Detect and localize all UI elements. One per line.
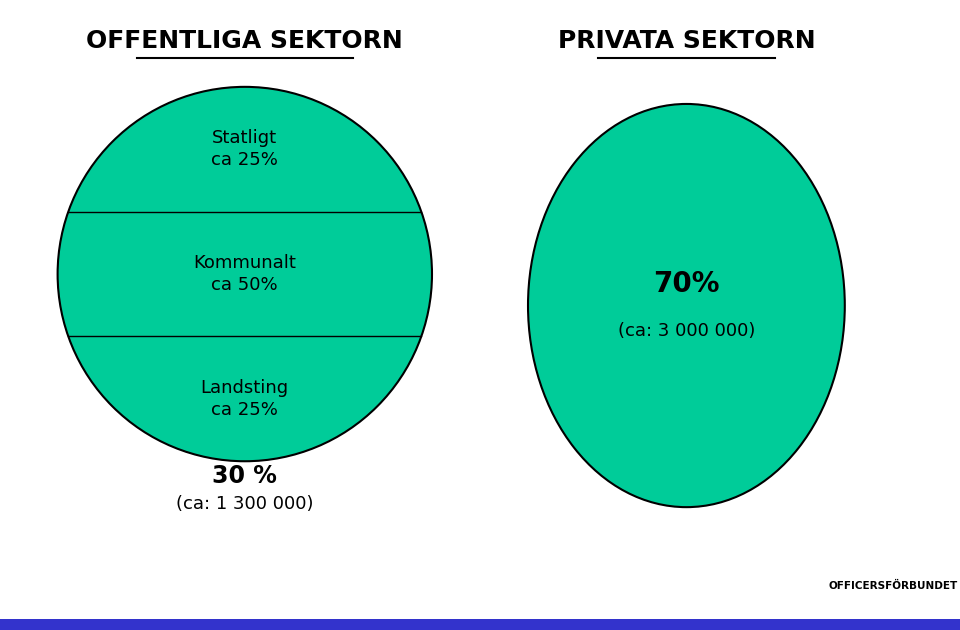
Text: OFFENTLIGA SEKTORN: OFFENTLIGA SEKTORN: [86, 29, 403, 53]
Ellipse shape: [58, 87, 432, 461]
Ellipse shape: [528, 104, 845, 507]
Text: (ca: 1 300 000): (ca: 1 300 000): [176, 495, 314, 513]
Text: 70%: 70%: [653, 270, 720, 297]
Bar: [0, 619, 960, 630]
Text: Kommunalt
ca 50%: Kommunalt ca 50%: [193, 254, 297, 294]
Text: 30 %: 30 %: [212, 464, 277, 488]
Text: (ca: 3 000 000): (ca: 3 000 000): [617, 322, 756, 340]
Text: Landsting
ca 25%: Landsting ca 25%: [201, 379, 289, 419]
Text: OFFICERSFÖRBUNDET: OFFICERSFÖRBUNDET: [828, 581, 957, 591]
Text: Statligt
ca 25%: Statligt ca 25%: [211, 129, 278, 169]
Text: PRIVATA SEKTORN: PRIVATA SEKTORN: [558, 29, 815, 53]
